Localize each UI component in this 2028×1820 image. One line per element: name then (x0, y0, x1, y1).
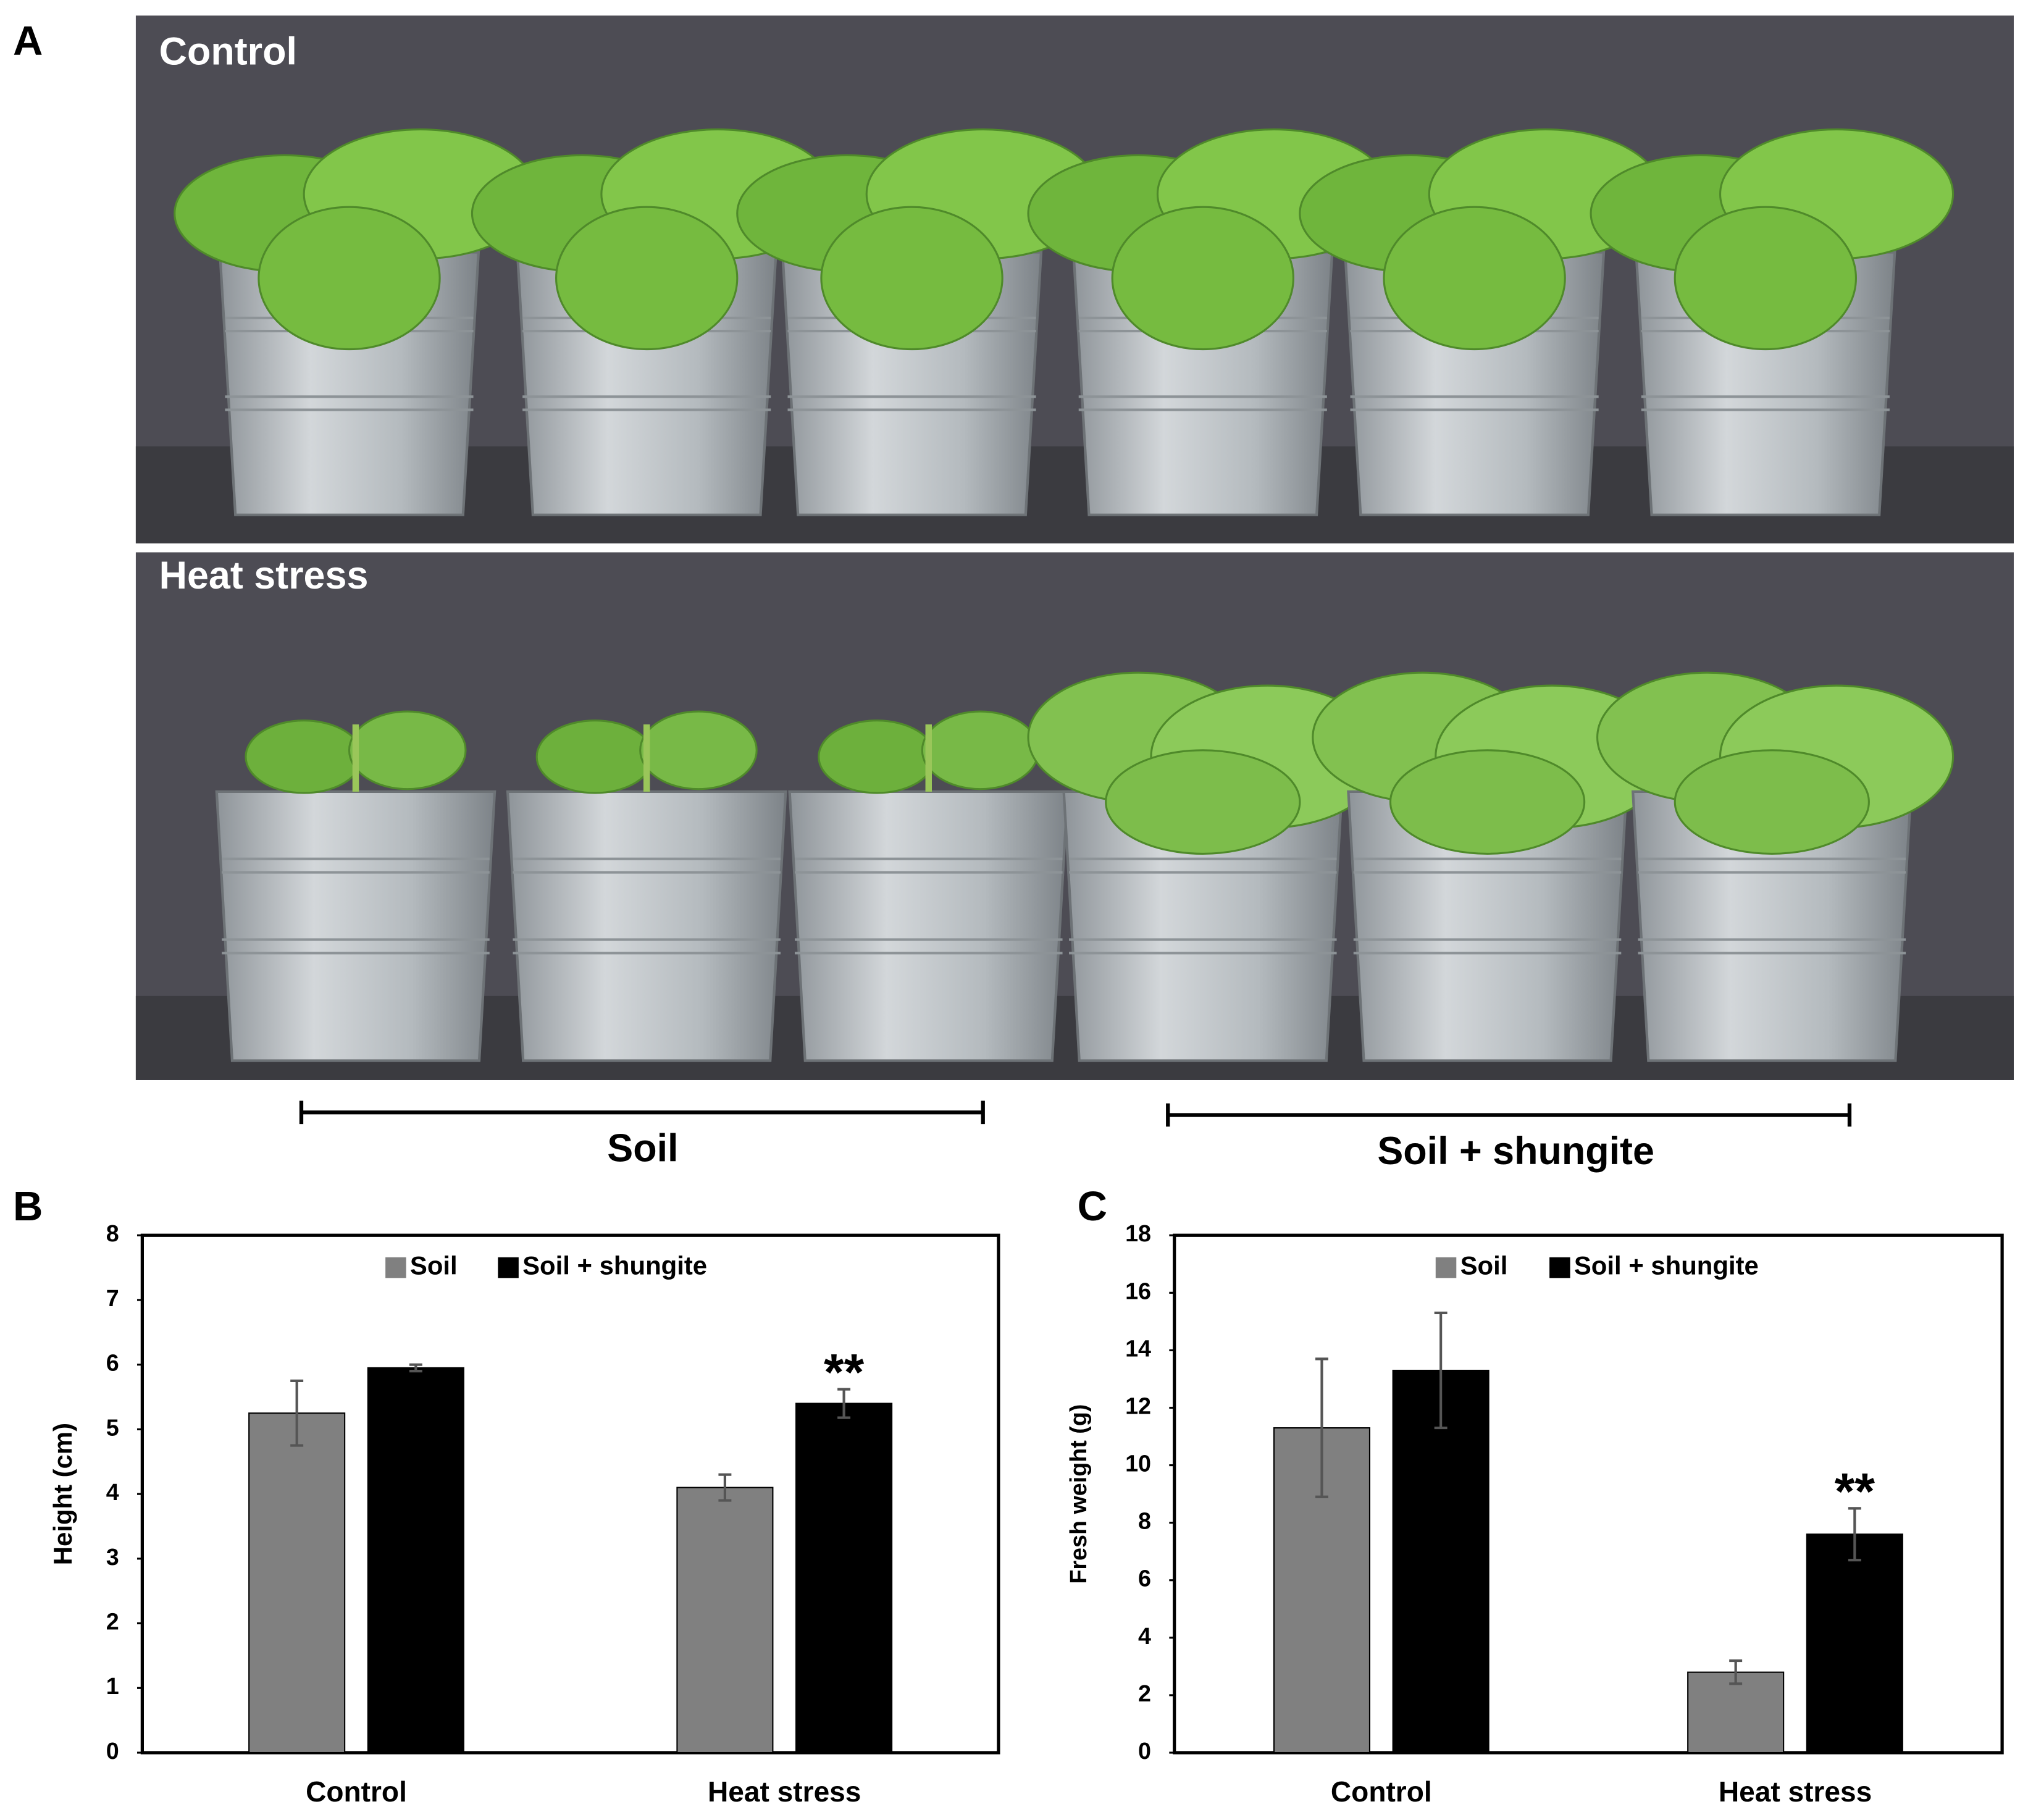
error-bar (718, 1473, 732, 1502)
x-tick-label: Control (1331, 1776, 1432, 1808)
annotation: ** (1835, 1462, 1875, 1520)
photo-label: Control (159, 30, 297, 73)
leaf (1111, 206, 1294, 351)
leaf (348, 710, 467, 790)
error-bar (1729, 1659, 1743, 1685)
leaf (258, 206, 441, 351)
y-tick-label: 1 (106, 1673, 119, 1699)
leaf (818, 719, 936, 794)
error-bar (1315, 1357, 1328, 1498)
y-tick-label: 0 (106, 1738, 119, 1764)
pot (506, 790, 787, 1062)
error-bar (837, 1388, 851, 1419)
y-tick-label: 7 (106, 1285, 119, 1311)
legend-swatch (498, 1257, 519, 1278)
y-tick-label: 18 (1125, 1220, 1151, 1246)
error-bar (290, 1379, 304, 1447)
legend-label: Soil + shungite (522, 1251, 707, 1280)
bar (1687, 1671, 1785, 1754)
y-tick-label: 6 (106, 1350, 119, 1376)
legend-label: Soil + shungite (1574, 1251, 1759, 1280)
y-tick-label: 2 (1138, 1680, 1151, 1706)
y-tick-label: 10 (1125, 1451, 1151, 1477)
panel-label: B (13, 1183, 43, 1230)
leaf (1383, 206, 1566, 351)
panel-label: C (1078, 1183, 1107, 1230)
y-tick-label: 5 (106, 1414, 119, 1440)
leaf (535, 719, 655, 794)
leaf (245, 719, 363, 794)
plot-frame (1173, 1233, 2004, 1755)
bar (1392, 1369, 1490, 1754)
leaf (1674, 206, 1858, 351)
y-tick-label: 12 (1125, 1393, 1151, 1419)
y-tick-label: 3 (106, 1544, 119, 1570)
photo-label: Heat stress (159, 554, 369, 597)
legend-swatch (385, 1257, 406, 1278)
y-axis-label: Height (cm) (48, 1423, 77, 1565)
annotation: ** (824, 1343, 865, 1401)
leaf (1389, 749, 1586, 855)
y-tick-label: 8 (1138, 1508, 1151, 1534)
y-tick-label: 16 (1125, 1278, 1151, 1304)
bar (795, 1403, 893, 1754)
pot (788, 790, 1070, 1062)
y-tick-label: 14 (1125, 1335, 1151, 1361)
legend-swatch (1435, 1257, 1457, 1278)
y-axis-label: Fresh weight (g) (1065, 1404, 1091, 1584)
x-tick-label: Heat stress (1719, 1776, 1872, 1808)
x-tick-label: Heat stress (708, 1776, 861, 1808)
y-tick-label: 6 (1138, 1566, 1151, 1591)
error-bar (1848, 1507, 1861, 1562)
y-tick-label: 0 (1138, 1738, 1151, 1764)
leaf (1674, 749, 1870, 855)
legend-label: Soil (410, 1251, 458, 1280)
pot (215, 790, 497, 1062)
bar (367, 1367, 464, 1754)
x-tick-label: Control (306, 1776, 407, 1808)
leaf (1105, 749, 1301, 855)
leaf (555, 206, 739, 351)
bar (676, 1487, 774, 1754)
error-bar (409, 1363, 422, 1373)
error-bar (1434, 1311, 1448, 1430)
y-tick-label: 2 (106, 1609, 119, 1635)
y-tick-label: 4 (1138, 1623, 1151, 1649)
y-tick-label: 4 (106, 1479, 119, 1505)
group-label: Soil + shungite (1377, 1130, 1654, 1173)
bar (248, 1412, 346, 1754)
leaf (921, 710, 1040, 790)
group-label: Soil (607, 1127, 678, 1170)
y-tick-label: 8 (106, 1220, 119, 1246)
bar (1806, 1533, 1903, 1754)
legend-swatch (1549, 1257, 1570, 1278)
legend-label: Soil (1460, 1251, 1508, 1280)
panel-label: A (13, 18, 43, 64)
photo-panel (135, 15, 2014, 1080)
leaf (820, 206, 1004, 351)
group-bracket (1166, 1103, 1852, 1127)
leaf (639, 710, 758, 790)
group-bracket (299, 1101, 985, 1125)
